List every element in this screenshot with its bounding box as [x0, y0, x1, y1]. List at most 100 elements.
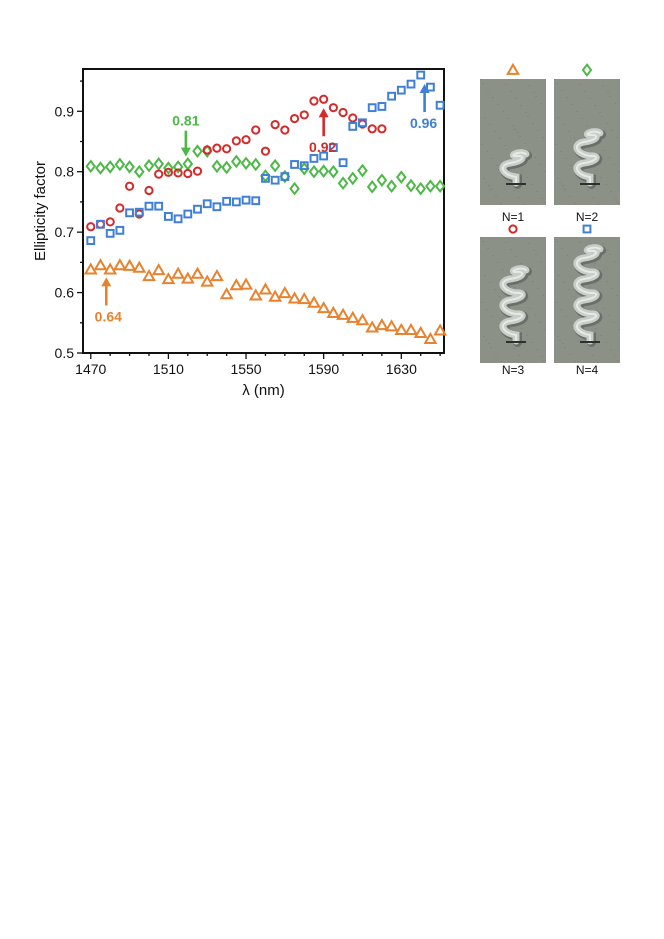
data-point — [241, 135, 251, 145]
data-point — [336, 307, 350, 320]
panel-label: N=1 — [501, 210, 525, 224]
data-point — [365, 320, 380, 333]
data-point — [231, 154, 242, 169]
data-point — [384, 319, 399, 332]
data-point — [212, 202, 222, 212]
data-point — [394, 322, 409, 335]
data-point — [328, 143, 338, 152]
diamond-marker-icon — [581, 63, 593, 77]
series-n-3 — [86, 94, 387, 232]
data-point — [435, 100, 445, 110]
data-point — [202, 199, 212, 209]
data-point — [280, 125, 290, 135]
data-point — [103, 262, 118, 275]
data-point — [355, 313, 370, 326]
sem-image-n-2 — [554, 79, 620, 205]
data-point — [316, 301, 331, 314]
series-n-2 — [85, 144, 446, 196]
sem-image-n-3 — [480, 237, 546, 363]
data-point — [299, 110, 309, 120]
data-point — [318, 164, 329, 178]
data-point — [231, 197, 241, 207]
data-point — [143, 158, 155, 173]
helix-image — [554, 79, 620, 205]
data-point — [251, 196, 261, 206]
data-point — [405, 178, 417, 193]
data-point — [134, 207, 144, 217]
data-point — [241, 195, 251, 205]
data-point — [258, 282, 273, 295]
y-tick-label: 0.7 — [55, 224, 75, 240]
data-point — [114, 157, 126, 172]
sem-image-n-4 — [554, 237, 620, 363]
data-point — [182, 157, 194, 171]
data-point — [144, 201, 154, 211]
data-point — [367, 103, 377, 113]
data-point — [171, 266, 186, 279]
data-point — [413, 325, 428, 338]
x-tick-label: 1470 — [75, 361, 106, 377]
circle-marker-icon — [508, 224, 518, 234]
data-point — [260, 146, 271, 156]
data-point — [338, 107, 348, 118]
triangle-marker-icon — [506, 62, 520, 75]
data-point — [85, 159, 97, 174]
square-marker-icon — [582, 224, 592, 234]
data-point — [328, 103, 338, 113]
data-point — [173, 214, 183, 224]
data-point — [154, 169, 164, 179]
data-point — [426, 82, 435, 92]
data-point — [154, 201, 164, 211]
data-point — [337, 176, 349, 191]
data-point — [211, 159, 223, 174]
annotation-arrow-head — [180, 147, 191, 157]
data-point — [357, 163, 368, 178]
data-point — [124, 160, 135, 174]
legend-marker — [506, 62, 520, 75]
data-point — [374, 317, 389, 331]
data-point — [309, 154, 319, 163]
data-point — [366, 180, 378, 194]
data-point — [387, 91, 396, 101]
panel-label: N=4 — [575, 363, 599, 377]
data-point — [95, 161, 106, 175]
data-point — [222, 144, 232, 154]
data-point — [308, 164, 320, 179]
annotation-0-81: 0.81 — [172, 113, 200, 157]
data-point — [209, 269, 224, 282]
data-point — [122, 258, 137, 271]
helix-image — [480, 237, 546, 363]
data-point — [142, 269, 156, 282]
data-point — [163, 167, 173, 177]
annotation-label: 0.92 — [309, 139, 336, 155]
data-point — [248, 288, 263, 301]
annotation-label: 0.81 — [172, 113, 199, 129]
data-point — [280, 172, 290, 181]
data-point — [104, 160, 116, 174]
data-point — [163, 161, 174, 175]
data-point — [250, 157, 262, 172]
data-point — [221, 160, 232, 175]
data-point — [347, 171, 359, 186]
annotation-label: 0.96 — [410, 115, 437, 131]
data-point — [309, 96, 319, 106]
panel-label: N=2 — [575, 210, 599, 224]
data-point — [297, 292, 312, 305]
data-point — [406, 79, 416, 89]
legend-marker — [508, 224, 518, 234]
data-point — [200, 274, 215, 287]
data-point — [222, 196, 232, 206]
x-axis-label: λ (nm) — [242, 382, 285, 399]
data-point — [423, 331, 438, 345]
annotation-0-96: 0.96 — [410, 84, 437, 131]
x-tick-label: 1630 — [386, 361, 417, 377]
data-point — [212, 143, 222, 153]
data-point — [86, 222, 96, 232]
panel-label: N=3 — [501, 363, 525, 377]
data-point — [270, 119, 280, 130]
y-tick-label: 0.5 — [55, 345, 75, 361]
data-point — [319, 94, 329, 104]
series-n-4 — [86, 70, 445, 246]
annotation-label: 0.64 — [95, 308, 122, 324]
data-point — [290, 160, 299, 169]
